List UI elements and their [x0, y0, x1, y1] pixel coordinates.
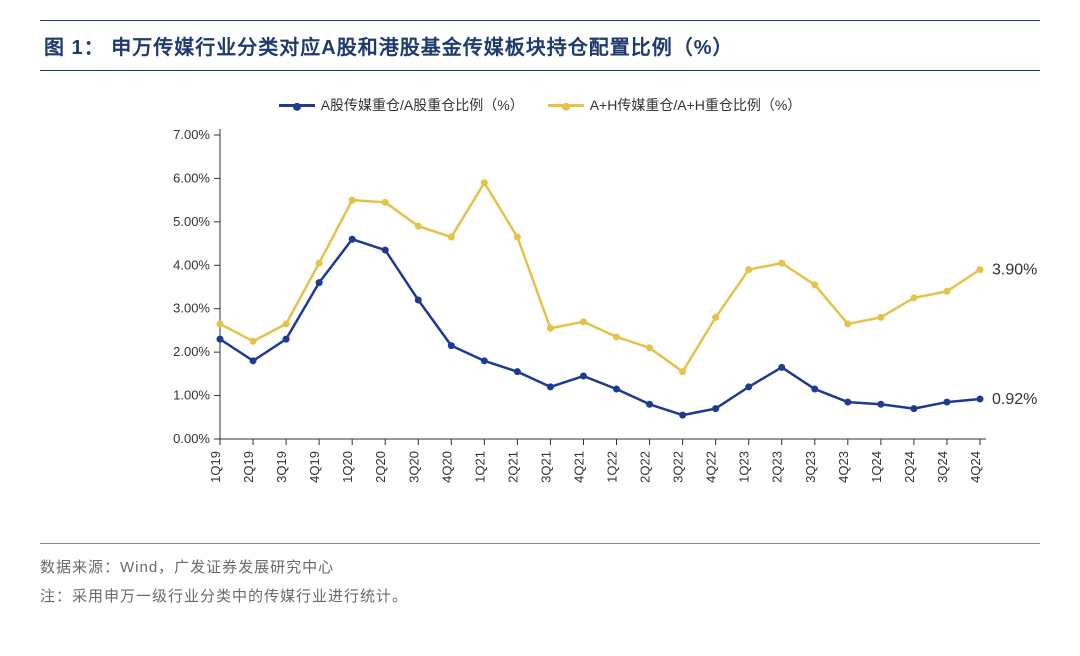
legend-item-series-b: A+H传媒重仓/A+H重仓比例（%） — [548, 95, 802, 115]
svg-text:3Q20: 3Q20 — [406, 451, 421, 483]
svg-text:2Q21: 2Q21 — [505, 451, 520, 483]
svg-text:3.90%: 3.90% — [992, 262, 1037, 279]
svg-text:3Q24: 3Q24 — [935, 451, 950, 483]
svg-text:3Q23: 3Q23 — [803, 451, 818, 483]
svg-text:2Q20: 2Q20 — [373, 451, 388, 483]
svg-text:4.00%: 4.00% — [173, 257, 210, 272]
svg-text:5.00%: 5.00% — [173, 214, 210, 229]
svg-text:1Q23: 1Q23 — [737, 451, 752, 483]
svg-text:4Q23: 4Q23 — [836, 451, 851, 483]
svg-text:3.00%: 3.00% — [173, 301, 210, 316]
svg-text:1Q21: 1Q21 — [472, 451, 487, 483]
footnote: 注：采用申万一级行业分类中的传媒行业进行统计。 — [40, 583, 1040, 612]
svg-text:1Q19: 1Q19 — [208, 451, 223, 483]
line-chart: 0.00% 1.00% 2.00% 3.00% 4.00% 5.00% 6.00% 7.00%… — [40, 79, 1040, 539]
legend: A股传媒重仓/A股重仓比例（%） A+H传媒重仓/A+H重仓比例（%） — [40, 95, 1040, 115]
svg-text:2Q24: 2Q24 — [902, 451, 917, 483]
svg-text:0.00%: 0.00% — [173, 431, 210, 446]
figure-title: 申万传媒行业分类对应A股和港股基金传媒板块持仓配置比例（%） — [111, 37, 733, 59]
svg-text:2Q19: 2Q19 — [241, 451, 256, 483]
legend-label: A股传媒重仓/A股重仓比例（%） — [321, 95, 524, 115]
svg-text:0.92%: 0.92% — [992, 391, 1037, 408]
legend-label: A+H传媒重仓/A+H重仓比例（%） — [590, 95, 802, 115]
figure-title-bar: 图 1： 申万传媒行业分类对应A股和港股基金传媒板块持仓配置比例（%） — [40, 20, 1040, 71]
svg-text:6.00%: 6.00% — [173, 170, 210, 185]
svg-text:1Q22: 1Q22 — [605, 451, 620, 483]
svg-text:3Q19: 3Q19 — [274, 451, 289, 483]
svg-text:1.00%: 1.00% — [173, 388, 210, 403]
legend-swatch-icon — [548, 104, 584, 107]
svg-text:1Q24: 1Q24 — [869, 451, 884, 483]
svg-text:2.00%: 2.00% — [173, 344, 210, 359]
svg-text:4Q22: 4Q22 — [704, 451, 719, 483]
svg-text:3Q21: 3Q21 — [538, 451, 553, 483]
svg-text:3Q22: 3Q22 — [671, 451, 686, 483]
svg-text:4Q24: 4Q24 — [968, 451, 983, 483]
legend-item-series-a: A股传媒重仓/A股重仓比例（%） — [279, 95, 524, 115]
svg-text:2Q23: 2Q23 — [770, 451, 785, 483]
svg-text:4Q20: 4Q20 — [439, 451, 454, 483]
svg-text:4Q19: 4Q19 — [307, 451, 322, 483]
legend-swatch-icon — [279, 104, 315, 107]
chart-container: A股传媒重仓/A股重仓比例（%） A+H传媒重仓/A+H重仓比例（%） 0.00… — [40, 79, 1040, 539]
svg-text:7.00%: 7.00% — [173, 127, 210, 142]
figure-footer: 数据来源：Wind，广发证券发展研究中心 注：采用申万一级行业分类中的传媒行业进… — [40, 543, 1040, 611]
svg-text:4Q21: 4Q21 — [571, 451, 586, 483]
figure-label: 图 1： — [44, 37, 105, 59]
svg-text:1Q20: 1Q20 — [340, 451, 355, 483]
data-source: 数据来源：Wind，广发证券发展研究中心 — [40, 554, 1040, 583]
svg-text:2Q22: 2Q22 — [638, 451, 653, 483]
